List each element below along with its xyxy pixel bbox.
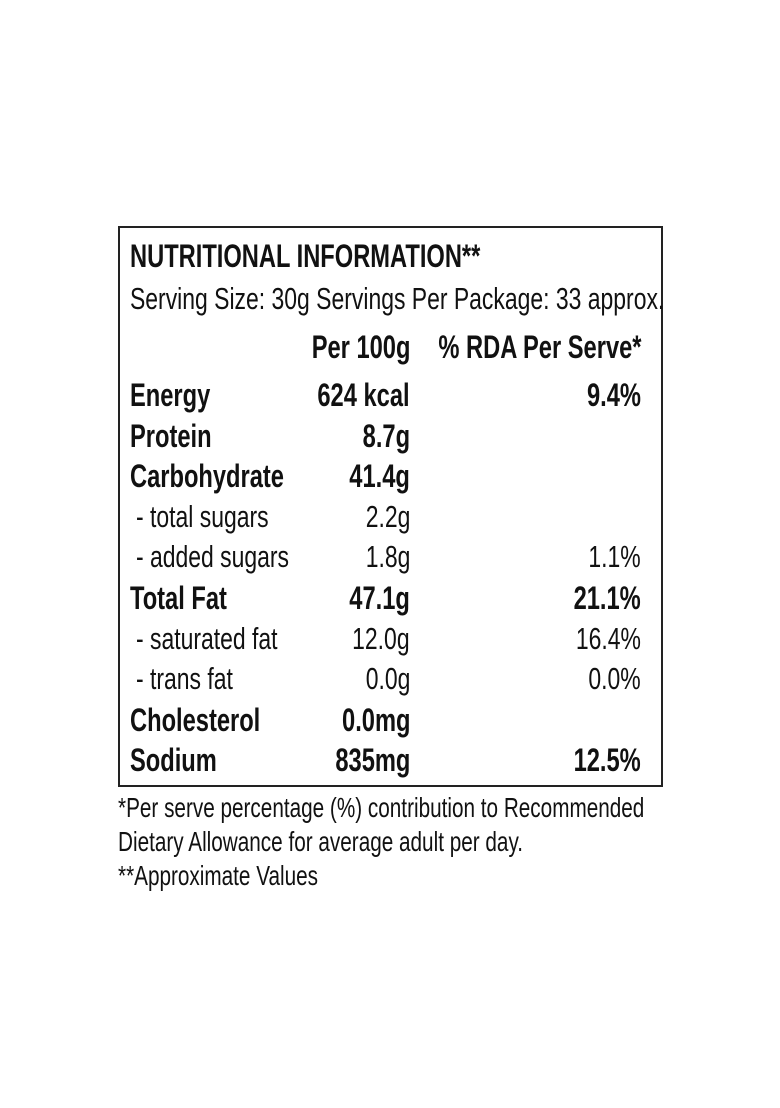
- footnote-rda-cont: Dietary Allowance for average adult per …: [118, 826, 524, 857]
- footnote-rda: *Per serve percentage (%) contribution t…: [118, 792, 645, 823]
- nutrient-rda: 12.5%: [573, 742, 641, 779]
- nutrient-per100g: 1.8g: [365, 539, 410, 575]
- nutrient-label: Total Fat: [130, 580, 227, 616]
- nutrient-per100g: 0.0g: [365, 661, 410, 697]
- nutrient-label: Sodium: [130, 742, 217, 779]
- nutrient-per100g: 835mg: [334, 742, 410, 779]
- nutrient-label: Protein: [130, 417, 212, 454]
- nutrient-per100g: 8.7g: [362, 417, 410, 454]
- nutrient-rda: 16.4%: [575, 620, 641, 656]
- nutrient-label: - added sugars: [136, 539, 290, 575]
- nutrient-per100g: 2.2g: [365, 498, 410, 534]
- nutrient-per100g: 41.4g: [349, 458, 410, 495]
- nutrient-label: Energy: [130, 377, 211, 413]
- nutrient-per100g: 12.0g: [352, 620, 410, 656]
- nutrient-rda: 9.4%: [587, 377, 641, 413]
- nutrient-rda: 0.0%: [588, 661, 641, 697]
- nutrient-label: Cholesterol: [130, 701, 261, 738]
- serving-info: Serving Size: 30g Servings Per Package: …: [130, 281, 665, 316]
- column-header-per100g: Per 100g: [311, 329, 410, 365]
- nutrition-panel: [118, 226, 663, 787]
- nutrient-per100g: 0.0mg: [341, 701, 410, 738]
- nutrient-label: - trans fat: [136, 661, 233, 697]
- nutrient-per100g: 47.1g: [349, 580, 410, 616]
- nutrient-per100g: 624 kcal: [317, 377, 410, 413]
- nutrient-rda: 21.1%: [573, 580, 641, 616]
- nutrient-label: - total sugars: [136, 498, 269, 534]
- column-header-rda: % RDA Per Serve*: [437, 329, 641, 365]
- nutrient-label: - saturated fat: [136, 620, 278, 656]
- nutrient-rda: 1.1%: [588, 539, 641, 575]
- footnote-approx: **Approximate Values: [118, 860, 319, 891]
- nutrient-label: Carbohydrate: [130, 458, 284, 495]
- panel-title: NUTRITIONAL INFORMATION**: [130, 238, 481, 274]
